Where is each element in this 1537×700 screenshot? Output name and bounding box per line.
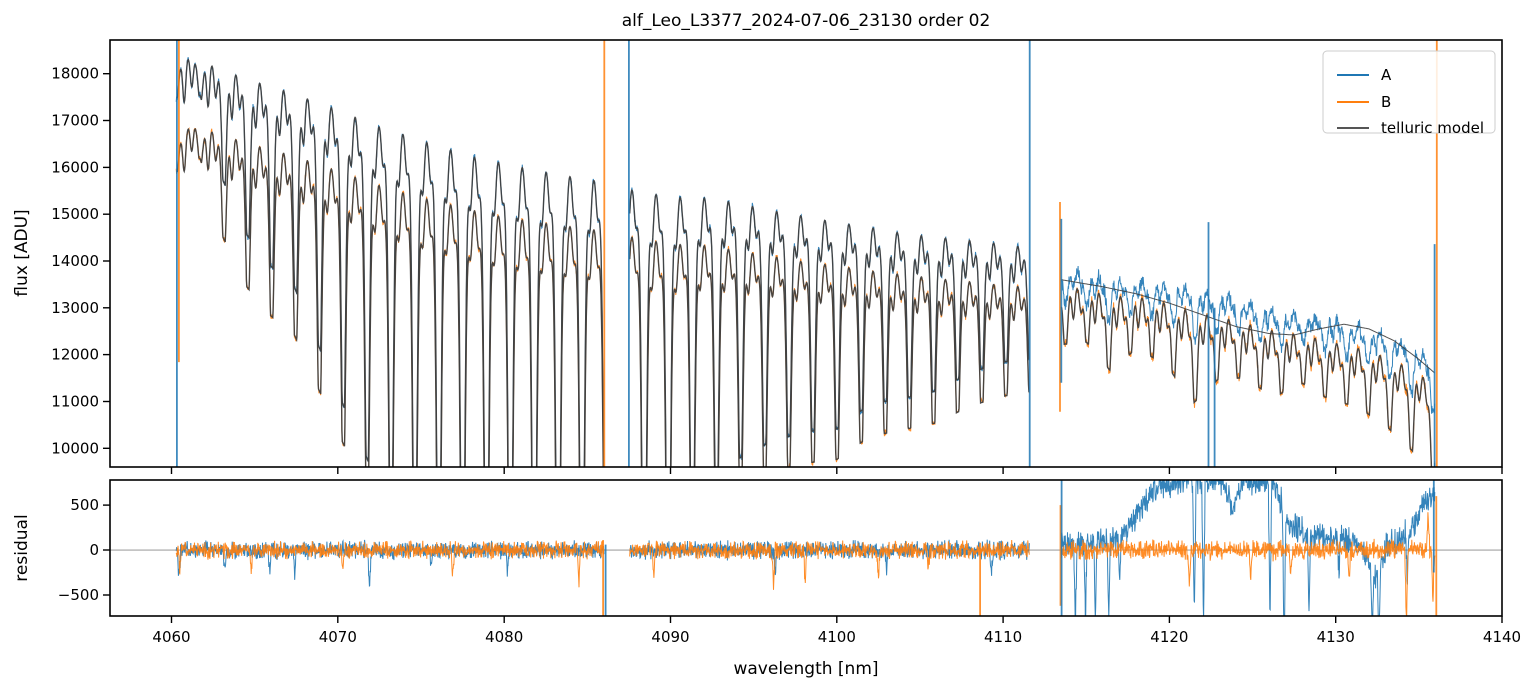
flux-y-tick-label: 10000: [51, 439, 99, 457]
residual-a-seg2: [1060, 480, 1436, 616]
residual-panel-frame: [109, 479, 1503, 617]
axes-ticks-and-labels: 4060 4070 4080 4090 4100 4110 4120 4130 4140 1000…: [51, 65, 1521, 646]
legend-box: [1322, 50, 1496, 134]
series-a-flux-seg0: [175, 57, 604, 467]
x-tick-label: 4080: [485, 628, 523, 646]
flux-y-tick-label: 17000: [51, 112, 99, 130]
x-tick-label: 4070: [319, 628, 357, 646]
residual-y-tick-label: −500: [58, 586, 99, 604]
residual-y-tick-label: 500: [70, 496, 99, 514]
flux-y-tick-label: 11000: [51, 393, 99, 411]
legend-label-a: A: [1381, 66, 1392, 84]
residual-b-seg0: [175, 540, 605, 588]
x-tick-label: 4130: [1317, 628, 1355, 646]
x-tick-label: 4120: [1150, 628, 1188, 646]
telluric-model-over-b-seg1: [629, 236, 1030, 467]
telluric-model-over-b-seg2: [1060, 288, 1436, 467]
legend-label-telluric: telluric model: [1381, 119, 1484, 137]
residual-b-seg1: [629, 539, 1030, 590]
flux-y-tick-label: 13000: [51, 299, 99, 317]
x-axis-label: wavelength [nm]: [733, 659, 878, 679]
residual-a-seg1: [629, 539, 1030, 576]
telluric-model-over-a-seg0: [176, 58, 605, 467]
telluric-model-smooth-seg2: [1061, 279, 1436, 374]
x-tick-label: 4100: [818, 628, 856, 646]
telluric-model-over-a-seg1: [629, 189, 1030, 467]
x-tick-label: 4110: [984, 628, 1022, 646]
flux-y-tick-label: 16000: [51, 158, 99, 176]
series-b-flux-seg0: [175, 126, 604, 467]
residual-b-seg2: [1060, 512, 1436, 616]
chart-title: alf_Leo_L3377_2024-07-06_23130 order 02: [622, 11, 991, 31]
flux-y-tick-label: 15000: [51, 205, 99, 223]
flux-y-axis-label: flux [ADU]: [12, 209, 32, 296]
x-tick-label: 4140: [1483, 628, 1521, 646]
residual-panel-series: [110, 480, 1502, 616]
flux-panel-frame: [109, 39, 1503, 468]
flux-panel-series: [175, 40, 1438, 467]
legend: A B telluric model: [1322, 50, 1496, 137]
flux-y-tick-label: 12000: [51, 346, 99, 364]
x-tick-label: 4090: [651, 628, 689, 646]
flux-y-tick-label: 18000: [51, 65, 99, 83]
residual-y-tick-label: 0: [89, 541, 99, 559]
x-tick-label: 4060: [152, 628, 190, 646]
legend-label-b: B: [1381, 93, 1391, 111]
series-a-flux-seg2: [1060, 265, 1436, 414]
flux-y-tick-label: 14000: [51, 252, 99, 270]
telluric-model-over-b-seg0: [176, 128, 604, 467]
residual-y-axis-label: residual: [12, 514, 32, 581]
